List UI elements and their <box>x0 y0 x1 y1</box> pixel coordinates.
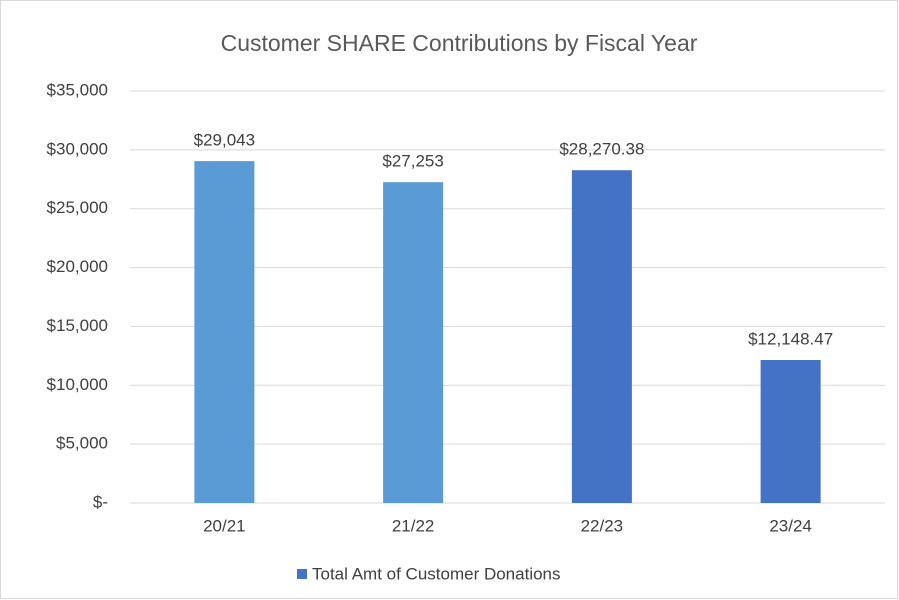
legend-label: Total Amt of Customer Donations <box>312 564 561 583</box>
chart-title: Customer SHARE Contributions by Fiscal Y… <box>221 30 698 56</box>
legend-swatch <box>297 569 307 579</box>
data-label: $28,270.38 <box>559 140 644 159</box>
bar <box>571 170 632 504</box>
y-tick-label: $- <box>93 492 108 511</box>
y-tick-label: $5,000 <box>56 434 108 453</box>
x-tick-label: 23/24 <box>769 516 812 535</box>
bar <box>194 161 255 503</box>
y-tick-label: $20,000 <box>47 257 108 276</box>
x-tick-label: 21/22 <box>392 516 435 535</box>
y-tick-label: $15,000 <box>47 316 108 335</box>
x-tick-label: 22/23 <box>581 516 624 535</box>
x-tick-label: 20/21 <box>203 516 246 535</box>
bar <box>383 182 444 504</box>
y-tick-label: $10,000 <box>47 375 108 394</box>
y-tick-label: $30,000 <box>47 139 108 158</box>
data-label: $27,253 <box>382 152 443 171</box>
y-tick-label: $35,000 <box>47 80 108 99</box>
bar <box>760 359 821 503</box>
data-label: $29,043 <box>194 131 255 150</box>
y-tick-label: $25,000 <box>47 198 108 217</box>
data-label: $12,148.47 <box>748 329 833 348</box>
